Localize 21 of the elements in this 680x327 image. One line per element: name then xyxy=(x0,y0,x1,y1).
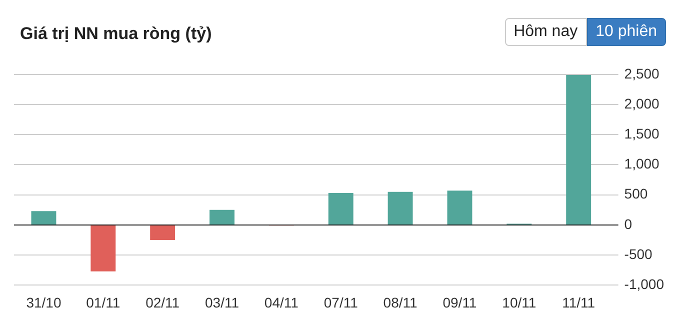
y-tick-label: 500 xyxy=(624,186,648,202)
y-tick-label: 2,000 xyxy=(624,95,660,112)
text: 10 phiên xyxy=(586,18,666,46)
y-tick-label: 1,500 xyxy=(624,125,660,142)
x-tick-label: 01/11 xyxy=(86,294,120,310)
x-tick-label: 04/11 xyxy=(264,294,299,310)
x-tick-label: 31/10 xyxy=(26,294,62,310)
x-tick-label: 08/11 xyxy=(383,294,418,310)
chart-title: Giá trị NN mua ròng (tỷ) xyxy=(20,24,212,44)
y-tick-label: -500 xyxy=(624,246,653,262)
x-tick-label: 09/11 xyxy=(442,294,477,310)
x-tick-label: 07/11 xyxy=(324,294,358,310)
y-tick-label: 2,500 xyxy=(624,65,660,82)
x-tick-label: 03/11 xyxy=(205,294,240,310)
text: Hôm nay xyxy=(504,18,587,46)
y-tick-label: -1,000 xyxy=(624,276,664,292)
x-tick-label: 11/11 xyxy=(562,294,596,310)
x-tick-label: 10/11 xyxy=(502,294,536,310)
y-tick-label: 1,000 xyxy=(624,156,660,172)
y-tick-label: 0 xyxy=(624,216,632,232)
x-tick-label: 02/11 xyxy=(146,294,180,310)
